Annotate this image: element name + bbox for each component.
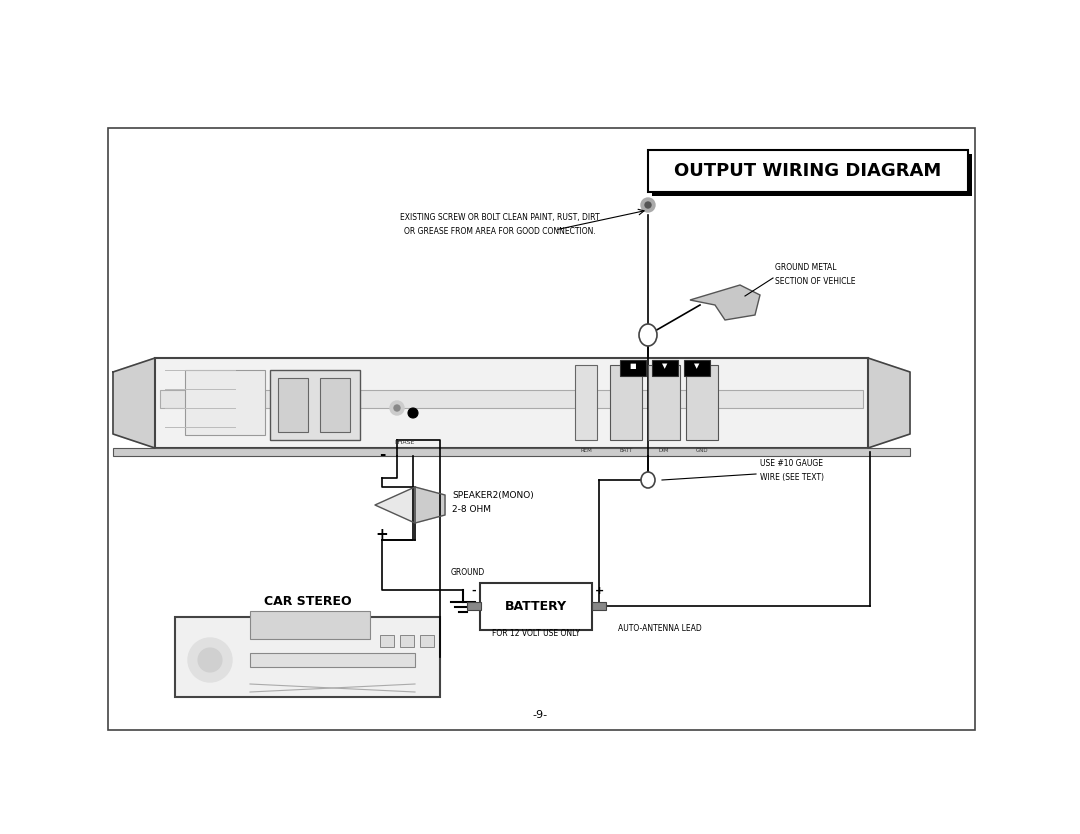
Bar <box>400 635 414 647</box>
Circle shape <box>645 202 651 208</box>
Text: SECTION OF VEHICLE: SECTION OF VEHICLE <box>775 277 855 286</box>
Bar <box>320 378 350 432</box>
Bar <box>467 602 481 610</box>
Bar <box>156 358 868 448</box>
Text: DIM: DIM <box>659 448 670 453</box>
Polygon shape <box>690 285 760 320</box>
Bar <box>610 365 642 440</box>
Bar <box>592 602 606 610</box>
Text: WIRE (SEE TEXT): WIRE (SEE TEXT) <box>760 473 824 482</box>
Bar <box>249 611 370 639</box>
Bar <box>175 617 440 697</box>
Circle shape <box>390 401 404 415</box>
Text: -: - <box>472 586 476 596</box>
Text: ▼: ▼ <box>662 363 667 369</box>
Bar <box>249 653 415 667</box>
Bar <box>185 370 265 435</box>
Text: ■: ■ <box>630 363 636 369</box>
Text: GND: GND <box>696 448 708 453</box>
Text: USE #10 GAUGE: USE #10 GAUGE <box>760 459 823 468</box>
Bar <box>480 583 592 630</box>
Circle shape <box>188 638 232 682</box>
Text: BATT: BATT <box>619 448 633 453</box>
Text: CAR STEREO: CAR STEREO <box>264 595 351 608</box>
Text: EXISTING SCREW OR BOLT CLEAN PAINT, RUST, DIRT: EXISTING SCREW OR BOLT CLEAN PAINT, RUST… <box>401 213 599 222</box>
Text: OR GREASE FROM AREA FOR GOOD CONNECTION.: OR GREASE FROM AREA FOR GOOD CONNECTION. <box>404 227 596 236</box>
Text: GROUND METAL: GROUND METAL <box>775 263 837 272</box>
Text: SPEAKER2(MONO): SPEAKER2(MONO) <box>453 491 534 500</box>
Bar <box>278 378 308 432</box>
Bar <box>652 154 972 196</box>
Ellipse shape <box>642 472 654 488</box>
Text: ▼: ▼ <box>694 363 700 369</box>
Text: OUTPUT WIRING DIAGRAM: OUTPUT WIRING DIAGRAM <box>674 162 942 180</box>
Circle shape <box>408 408 418 418</box>
Circle shape <box>198 648 222 672</box>
Bar <box>270 370 360 440</box>
Circle shape <box>394 405 400 411</box>
Bar <box>620 360 646 376</box>
Text: -: - <box>379 447 386 462</box>
Text: +: + <box>594 586 604 596</box>
Bar <box>420 635 434 647</box>
Bar <box>108 128 975 730</box>
Text: BATTERY: BATTERY <box>505 600 567 613</box>
Polygon shape <box>375 487 415 523</box>
Text: AUTO-ANTENNA LEAD: AUTO-ANTENNA LEAD <box>618 624 702 633</box>
Bar <box>648 150 968 192</box>
Bar <box>648 365 680 440</box>
Text: FOR 12 VOLT USE ONLY: FOR 12 VOLT USE ONLY <box>492 629 580 638</box>
Bar <box>684 360 710 376</box>
Polygon shape <box>415 487 445 523</box>
Bar <box>160 389 863 408</box>
Text: +: + <box>376 527 389 542</box>
Circle shape <box>642 198 654 212</box>
Text: -9-: -9- <box>532 710 548 720</box>
Bar <box>113 448 910 456</box>
Bar <box>686 365 718 440</box>
Text: PHASE: PHASE <box>395 440 415 445</box>
Bar <box>380 635 394 647</box>
Ellipse shape <box>639 324 657 346</box>
Text: GROUND: GROUND <box>450 568 485 577</box>
Bar <box>575 365 597 440</box>
Text: 2-8 OHM: 2-8 OHM <box>453 505 491 514</box>
Polygon shape <box>113 358 156 448</box>
Text: REM: REM <box>580 448 592 453</box>
Bar <box>652 360 678 376</box>
Polygon shape <box>868 358 910 448</box>
